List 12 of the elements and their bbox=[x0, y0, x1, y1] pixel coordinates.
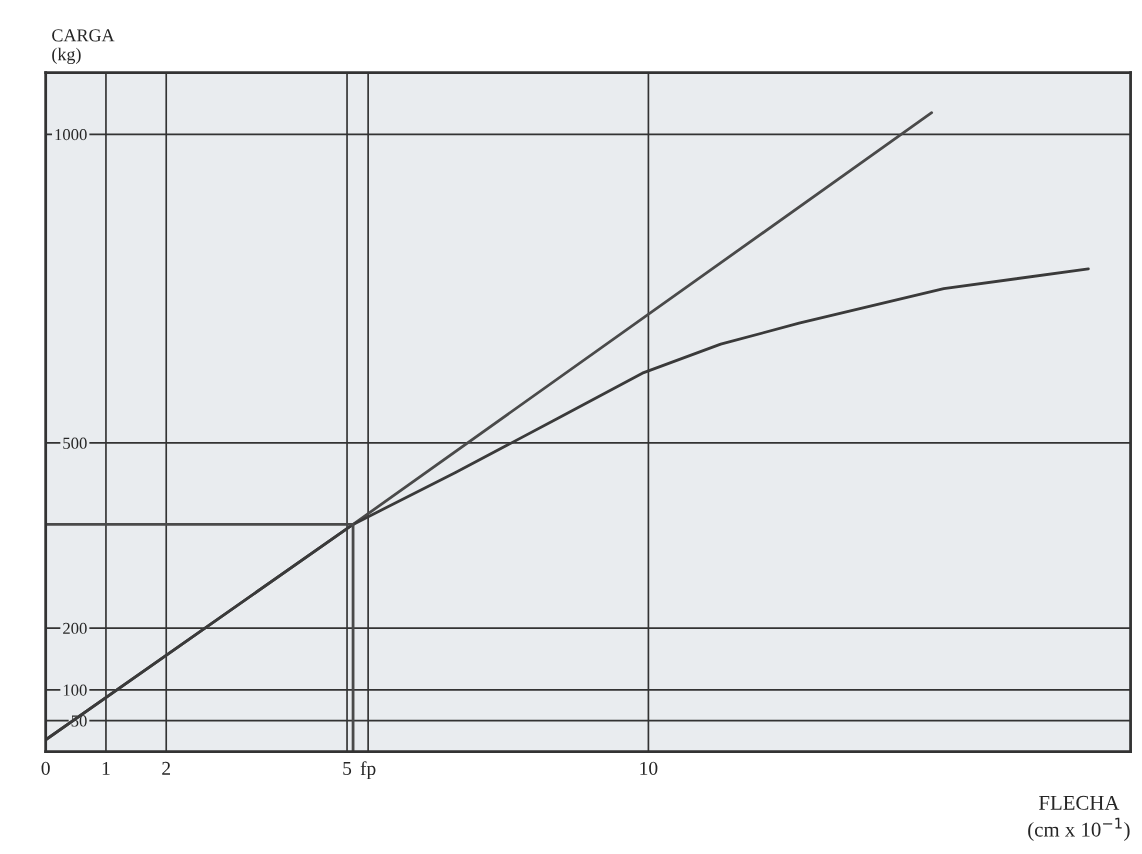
x-tick-label: 0 bbox=[41, 761, 50, 775]
x-tick-label: 10 bbox=[640, 761, 658, 775]
y-tick-label: 1000 bbox=[55, 129, 87, 141]
y-tick-label: 500 bbox=[63, 437, 87, 449]
y-tick-label: 200 bbox=[63, 622, 87, 635]
x-tick-label: 2 bbox=[162, 761, 171, 775]
x-axis-title: FLECHA (cm x 10$^{−1}$) bbox=[1028, 795, 1130, 841]
y-axis-title: CARGA (kg) bbox=[52, 29, 115, 65]
x-tick-label: 1 bbox=[102, 761, 110, 775]
x-tick-label: 5 bbox=[343, 762, 352, 775]
x-tick-label: fp bbox=[360, 761, 376, 780]
y-tick-label: 100 bbox=[63, 684, 87, 696]
